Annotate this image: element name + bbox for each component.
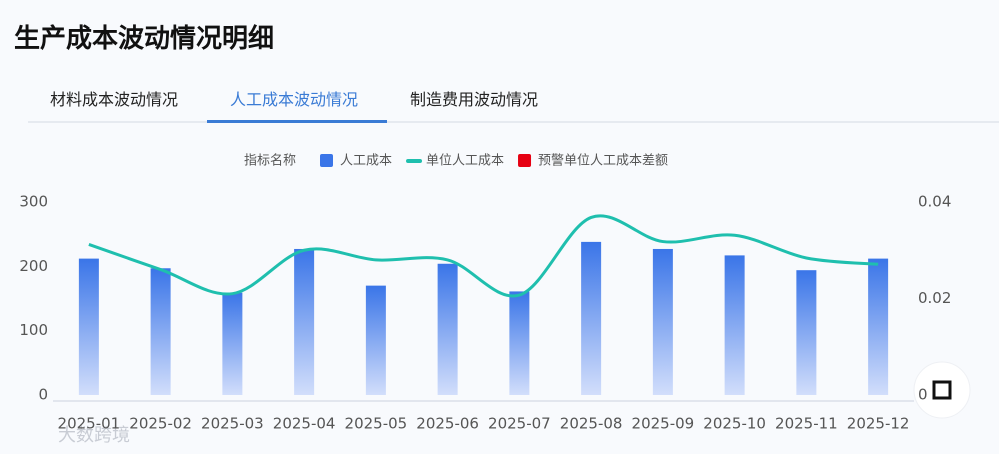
x-tick-label: 2025-09 [632, 415, 695, 433]
bar [724, 255, 745, 395]
bar [150, 268, 171, 395]
x-tick-label: 2025-07 [488, 415, 551, 433]
legend-label: 单位人工成本 [426, 154, 504, 169]
bar [509, 291, 530, 395]
x-tick-label: 2025-08 [560, 415, 623, 433]
x-tick-label: 2025-04 [273, 415, 336, 433]
legend-title: 指标名称 [244, 153, 296, 169]
legend-label: 人工成本 [340, 154, 392, 169]
y-tick-label: 200 [19, 257, 48, 275]
bar [78, 258, 99, 395]
bar [365, 285, 386, 395]
y2-tick-label: 0.04 [918, 193, 951, 211]
tab-underline [28, 121, 999, 123]
tab[interactable]: 材料成本波动情况 [50, 90, 179, 109]
bar [796, 270, 817, 395]
x-tick-label: 2025-02 [129, 415, 192, 433]
y-tick-label: 300 [19, 193, 48, 211]
y-tick-label: 100 [19, 321, 48, 339]
x-tick-label: 2025-03 [201, 415, 264, 433]
legend-swatch [320, 154, 333, 167]
page-title: 生产成本波动情况明细 [14, 24, 275, 54]
bar [581, 241, 602, 395]
y-tick-label: 0 [38, 386, 48, 404]
y2-tick-label: 0 [918, 386, 928, 404]
tab[interactable]: 制造费用波动情况 [410, 90, 539, 109]
x-tick-label: 2025-06 [416, 415, 479, 433]
tab-active-bar [207, 120, 387, 123]
float-button[interactable] [913, 361, 971, 419]
watermark: 大数跨境 [58, 425, 130, 446]
legend-swatch [518, 154, 532, 167]
x-tick-label: 2025-12 [847, 415, 910, 433]
y2-tick-label: 0.02 [918, 289, 951, 307]
bar [652, 248, 673, 395]
bar [222, 292, 243, 395]
legend-label: 预警单位人工成本差额 [538, 153, 668, 169]
x-tick-label: 2025-10 [703, 415, 766, 433]
line [88, 214, 879, 298]
tab[interactable]: 人工成本波动情况 [230, 90, 359, 109]
bar [868, 258, 889, 395]
x-tick-label: 2025-01 [58, 415, 121, 433]
float-icon [932, 380, 952, 400]
bar [437, 263, 458, 395]
x-tick-label: 2025-11 [775, 415, 838, 433]
x-tick-label: 2025-05 [345, 415, 408, 433]
bar [294, 248, 315, 395]
legend-swatch [406, 159, 423, 163]
